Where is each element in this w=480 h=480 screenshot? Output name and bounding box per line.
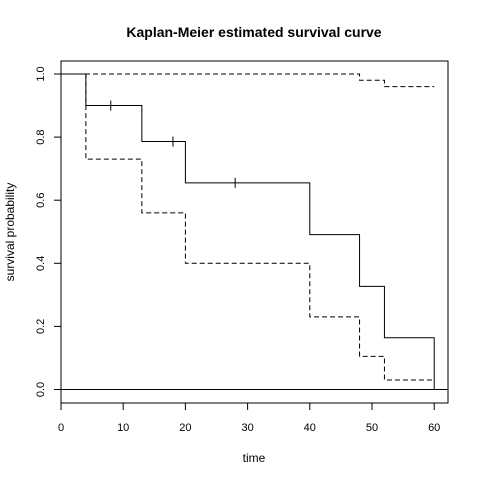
y-axis-label: survival probability [3,183,17,282]
upper-ci-curve [61,73,435,88]
y-tick-label: 0.8 [35,129,47,144]
x-tick-label: 10 [117,422,129,434]
y-tick-label: 0.4 [35,256,47,271]
y-tick-label: 0.2 [35,319,47,334]
x-axis: 0 10 20 30 40 50 60 [58,402,440,434]
x-tick-label: 40 [304,422,316,434]
x-axis-label: time [243,451,266,465]
y-tick-label: 0.0 [35,382,47,397]
series-layer [61,73,435,390]
lower-ci-curve [61,73,435,381]
x-tick-label: 60 [428,422,440,434]
x-tick-label: 0 [58,422,64,434]
x-tick-label: 20 [179,422,191,434]
chart-title: Kaplan-Meier estimated survival curve [126,24,381,40]
x-tick-label: 50 [366,422,378,434]
y-axis: 0.0 0.2 0.4 0.6 0.8 1.0 [35,66,62,397]
x-tick-label: 30 [241,422,253,434]
y-tick-label: 1.0 [35,66,47,81]
survival-curve [61,73,435,390]
y-tick-label: 0.6 [35,193,47,208]
